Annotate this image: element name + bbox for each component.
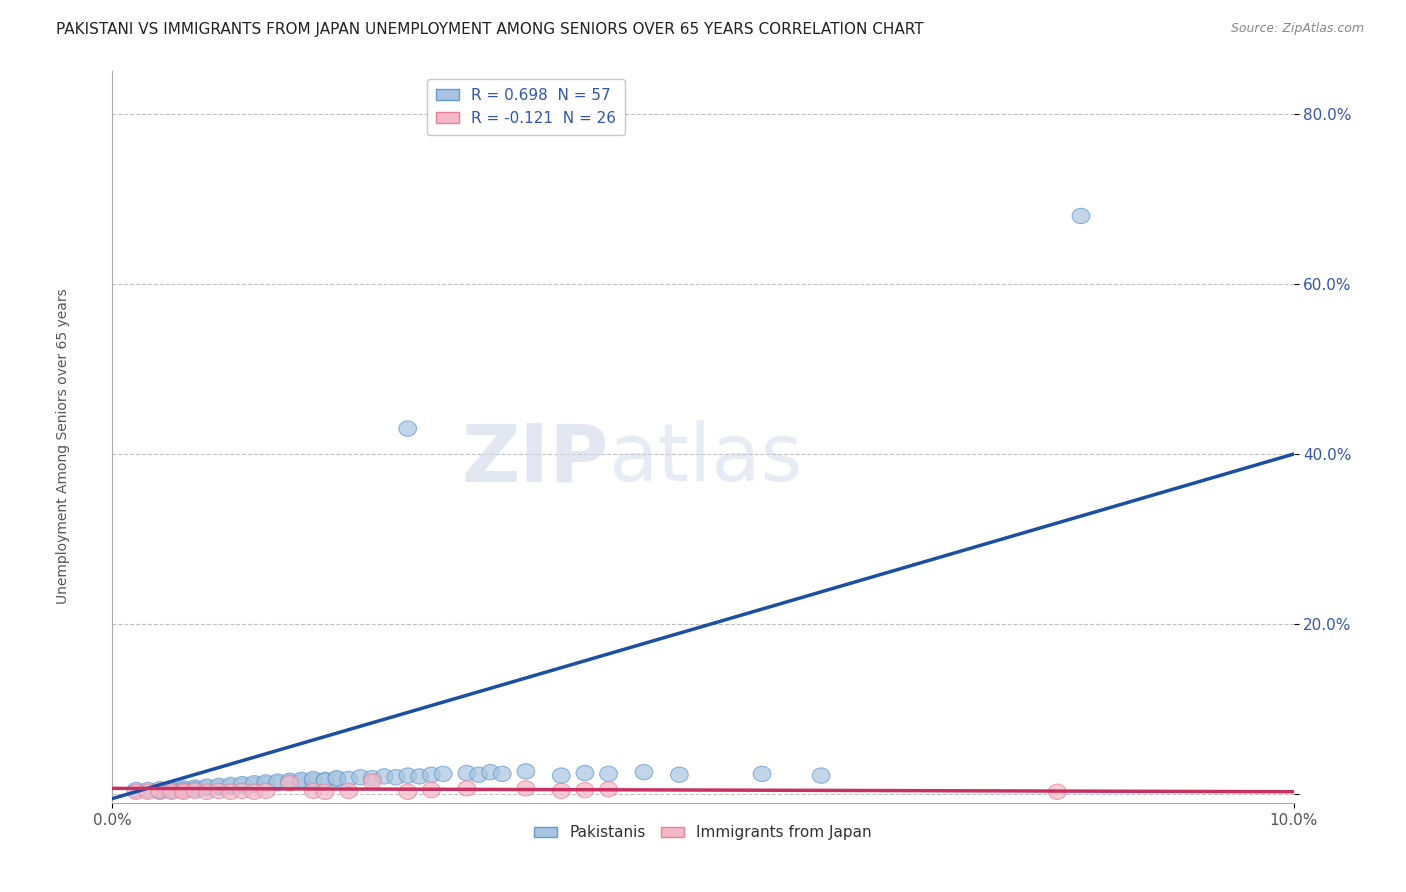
Ellipse shape <box>517 780 534 796</box>
Text: Unemployment Among Seniors over 65 years: Unemployment Among Seniors over 65 years <box>56 288 70 604</box>
Ellipse shape <box>576 782 593 797</box>
Ellipse shape <box>127 782 145 797</box>
Ellipse shape <box>422 782 440 797</box>
Ellipse shape <box>139 784 157 799</box>
Text: Source: ZipAtlas.com: Source: ZipAtlas.com <box>1230 22 1364 36</box>
Ellipse shape <box>139 782 157 797</box>
Text: ZIP: ZIP <box>461 420 609 498</box>
Ellipse shape <box>174 782 193 797</box>
Ellipse shape <box>363 771 381 786</box>
Ellipse shape <box>257 775 276 790</box>
Ellipse shape <box>222 777 239 793</box>
Ellipse shape <box>813 768 830 783</box>
Ellipse shape <box>553 783 571 798</box>
Ellipse shape <box>245 784 263 799</box>
Ellipse shape <box>127 784 145 799</box>
Ellipse shape <box>458 765 475 780</box>
Ellipse shape <box>198 780 217 796</box>
Ellipse shape <box>222 779 239 794</box>
Text: PAKISTANI VS IMMIGRANTS FROM JAPAN UNEMPLOYMENT AMONG SENIORS OVER 65 YEARS CORR: PAKISTANI VS IMMIGRANTS FROM JAPAN UNEMP… <box>56 22 924 37</box>
Ellipse shape <box>636 764 652 780</box>
Ellipse shape <box>316 772 335 788</box>
Ellipse shape <box>340 772 357 787</box>
Ellipse shape <box>150 781 169 797</box>
Ellipse shape <box>209 780 228 795</box>
Ellipse shape <box>245 777 263 793</box>
Ellipse shape <box>163 781 180 797</box>
Ellipse shape <box>352 770 370 785</box>
Ellipse shape <box>375 769 392 784</box>
Ellipse shape <box>150 784 169 799</box>
Ellipse shape <box>399 784 416 799</box>
Ellipse shape <box>599 781 617 797</box>
Ellipse shape <box>304 772 322 787</box>
Ellipse shape <box>671 767 689 782</box>
Ellipse shape <box>150 783 169 798</box>
Ellipse shape <box>233 783 252 798</box>
Ellipse shape <box>1049 784 1066 799</box>
Ellipse shape <box>517 764 534 779</box>
Ellipse shape <box>399 768 416 783</box>
Ellipse shape <box>434 766 453 781</box>
Legend: Pakistanis, Immigrants from Japan: Pakistanis, Immigrants from Japan <box>529 819 877 847</box>
Ellipse shape <box>481 764 499 780</box>
Ellipse shape <box>470 767 488 782</box>
Ellipse shape <box>340 783 357 798</box>
Ellipse shape <box>186 780 204 795</box>
Ellipse shape <box>399 421 416 436</box>
Ellipse shape <box>222 784 239 799</box>
Ellipse shape <box>233 778 252 794</box>
Ellipse shape <box>245 775 263 791</box>
Ellipse shape <box>257 783 276 798</box>
Ellipse shape <box>494 766 512 781</box>
Ellipse shape <box>281 775 298 790</box>
Ellipse shape <box>233 776 252 792</box>
Ellipse shape <box>269 774 287 789</box>
Ellipse shape <box>269 775 287 791</box>
Ellipse shape <box>387 770 405 785</box>
Ellipse shape <box>174 780 193 796</box>
Ellipse shape <box>576 765 593 780</box>
Ellipse shape <box>174 784 193 799</box>
Ellipse shape <box>411 769 429 784</box>
Ellipse shape <box>163 784 180 799</box>
Ellipse shape <box>328 772 346 787</box>
Ellipse shape <box>186 781 204 797</box>
Ellipse shape <box>599 766 617 781</box>
Ellipse shape <box>209 778 228 794</box>
Ellipse shape <box>363 774 381 789</box>
Ellipse shape <box>174 783 193 798</box>
Ellipse shape <box>328 771 346 786</box>
Ellipse shape <box>1071 209 1090 224</box>
Ellipse shape <box>553 768 571 783</box>
Ellipse shape <box>316 773 335 789</box>
Ellipse shape <box>316 784 335 799</box>
Ellipse shape <box>163 783 180 798</box>
Ellipse shape <box>198 779 217 794</box>
Ellipse shape <box>281 773 298 789</box>
Ellipse shape <box>292 772 311 788</box>
Ellipse shape <box>257 776 276 792</box>
Ellipse shape <box>198 784 217 799</box>
Ellipse shape <box>281 775 298 791</box>
Ellipse shape <box>304 773 322 789</box>
Ellipse shape <box>458 780 475 796</box>
Ellipse shape <box>292 774 311 789</box>
Ellipse shape <box>754 766 770 781</box>
Ellipse shape <box>186 783 204 798</box>
Text: atlas: atlas <box>609 420 803 498</box>
Ellipse shape <box>304 783 322 798</box>
Ellipse shape <box>209 783 228 798</box>
Ellipse shape <box>422 767 440 782</box>
